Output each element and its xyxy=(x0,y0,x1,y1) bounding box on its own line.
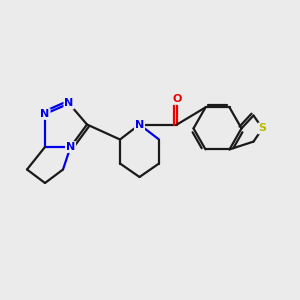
Text: N: N xyxy=(64,98,74,109)
Text: N: N xyxy=(40,109,50,119)
Text: N: N xyxy=(66,142,75,152)
Text: O: O xyxy=(172,94,182,104)
Text: S: S xyxy=(259,123,266,134)
Text: N: N xyxy=(135,119,144,130)
